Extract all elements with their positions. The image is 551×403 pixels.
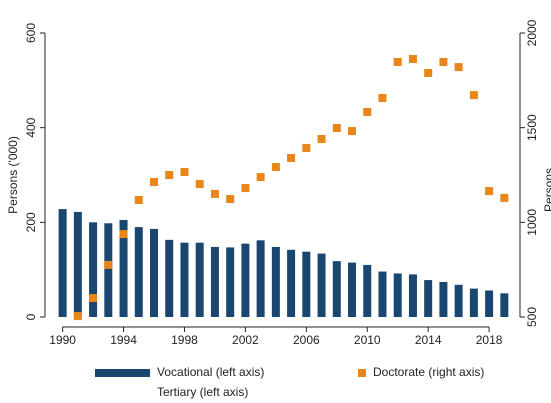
point: [408, 54, 417, 63]
point: [134, 195, 143, 204]
bar: [408, 274, 417, 317]
legend-swatch: [95, 389, 150, 397]
bar: [180, 242, 189, 317]
point: [393, 57, 402, 66]
legend-label: Tertiary (left axis): [157, 385, 248, 399]
bar: [439, 281, 448, 317]
bar: [119, 219, 128, 317]
point: [150, 178, 159, 187]
point: [73, 312, 82, 321]
bar: [226, 247, 235, 317]
bar: [485, 290, 494, 317]
bar: [317, 253, 326, 317]
bar: [134, 227, 143, 317]
x-tick-label: 1994: [110, 333, 137, 347]
bar: [500, 293, 509, 317]
point: [424, 68, 433, 77]
x-tick-label: 2014: [415, 333, 442, 347]
point: [454, 63, 463, 72]
point: [287, 153, 296, 162]
point: [302, 143, 311, 152]
point: [348, 127, 357, 136]
bar: [256, 240, 265, 317]
x-tick-label: 2010: [354, 333, 381, 347]
bar: [271, 246, 280, 317]
bar: [165, 239, 174, 317]
point: [469, 91, 478, 100]
bar: [348, 262, 357, 317]
point: [500, 193, 509, 202]
legend-label: Doctorate (right axis): [373, 365, 484, 379]
bar: [287, 249, 296, 317]
point: [195, 180, 204, 189]
bar: [393, 273, 402, 317]
point: [89, 294, 98, 303]
bar: [454, 284, 463, 317]
bar: [302, 251, 311, 317]
x-tick-label: 2002: [232, 333, 259, 347]
bar: [210, 246, 219, 317]
legend-label: Vocational (left axis): [157, 365, 264, 379]
point: [271, 163, 280, 172]
bar: [378, 271, 387, 317]
point: [317, 135, 326, 144]
bar: [89, 222, 98, 317]
point: [180, 167, 189, 176]
y2-axis-title: Persons: [542, 168, 551, 212]
point: [256, 173, 265, 182]
point: [226, 195, 235, 204]
point: [363, 107, 372, 116]
point: [378, 93, 387, 102]
y-tick-label: 600: [24, 23, 38, 43]
bar: [104, 223, 113, 317]
point: [210, 189, 219, 198]
point: [485, 187, 494, 196]
y2-tick-label: 1000: [525, 209, 539, 236]
x-tick-label: 2018: [476, 333, 503, 347]
point: [241, 184, 250, 193]
y2-tick-label: 1500: [525, 114, 539, 141]
bar: [469, 288, 478, 317]
bar: [150, 228, 159, 317]
bar: [73, 211, 82, 317]
y-tick-label: 200: [24, 212, 38, 232]
point: [332, 124, 341, 133]
legend-swatch: [95, 369, 150, 377]
bar: [58, 209, 67, 317]
bar: [195, 242, 204, 317]
bar: [424, 280, 433, 317]
y-tick-label: 400: [24, 117, 38, 137]
x-tick-label: 1998: [171, 333, 198, 347]
point: [104, 260, 113, 269]
y2-tick-label: 2000: [525, 19, 539, 46]
point: [439, 57, 448, 66]
y-tick-label: 0: [24, 313, 38, 320]
bar: [241, 243, 250, 317]
x-tick-label: 1990: [49, 333, 76, 347]
point: [165, 171, 174, 179]
bar: [332, 261, 341, 317]
bar: [363, 264, 372, 317]
x-tick-label: 2006: [293, 333, 320, 347]
y2-tick-label: 500: [525, 307, 539, 327]
point: [119, 230, 128, 239]
legend-swatch: [358, 369, 366, 377]
y-axis-title: Persons ('000): [6, 136, 20, 214]
